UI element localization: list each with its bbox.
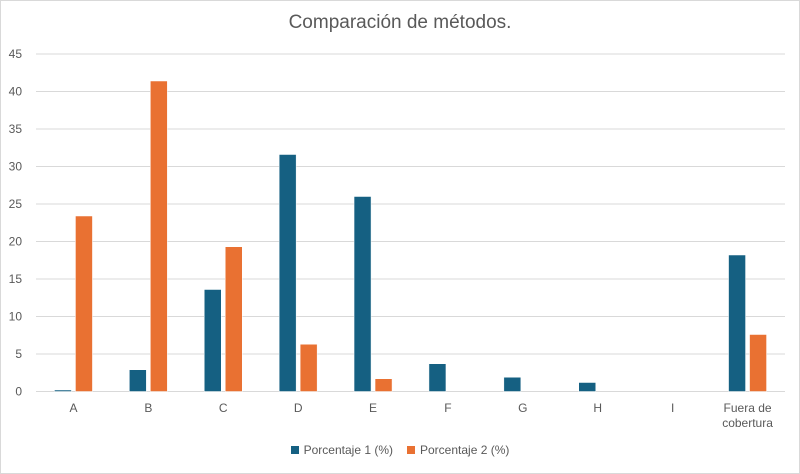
- chart-title: Comparación de métodos.: [288, 12, 512, 33]
- x-tick-label: C: [219, 401, 228, 415]
- x-tick-label: D: [294, 401, 303, 415]
- bar-1-f: [428, 363, 447, 392]
- x-tick-label: I: [671, 401, 674, 415]
- y-tick-label: 45: [9, 47, 23, 61]
- y-tick-label: 5: [15, 347, 22, 361]
- x-tick-label: G: [518, 401, 527, 415]
- bar-2-fuera-de-cobertura: [749, 334, 767, 392]
- x-tick-label: E: [369, 401, 377, 415]
- x-tick-label: H: [593, 401, 602, 415]
- y-tick-label: 25: [9, 197, 23, 211]
- y-tick-label: 15: [9, 272, 23, 286]
- legend-label-series-1: Porcentaje 1 (%): [303, 443, 393, 457]
- x-tick-label: B: [144, 401, 152, 415]
- legend-swatch-series-1: [290, 446, 299, 454]
- y-tick-label: 20: [9, 235, 23, 249]
- bar-2-a: [75, 215, 93, 392]
- bar-1-d: [278, 154, 297, 392]
- y-tick-label: 0: [15, 385, 22, 399]
- bar-1-b: [129, 369, 147, 392]
- bar-2-d: [299, 344, 318, 392]
- legend: Porcentaje 1 (%) Porcentaje 2 (%): [0, 443, 800, 457]
- x-tick-label: A: [69, 401, 77, 415]
- bar-1-e: [353, 196, 372, 392]
- x-tick-label: F: [444, 401, 451, 415]
- bar-1-fuera-de-cobertura: [728, 254, 746, 392]
- bar-2-e: [374, 378, 393, 392]
- legend-swatch-series-2: [407, 446, 415, 454]
- bar-1-g: [503, 377, 522, 392]
- legend-item-series-2: Porcentaje 2 (%): [407, 443, 509, 457]
- y-tick-label: 10: [9, 310, 23, 324]
- bar-1-h: [578, 382, 596, 392]
- bar-2-c: [225, 246, 243, 392]
- x-tick-label: Fuera de cobertura: [722, 401, 773, 430]
- legend-label-series-2: Porcentaje 2 (%): [420, 443, 510, 457]
- y-tick-label: 30: [9, 160, 23, 174]
- bar-2-b: [150, 80, 168, 392]
- y-tick-label: 40: [9, 85, 23, 99]
- legend-item-series-1: Porcentaje 1 (%): [290, 443, 393, 457]
- bar-1-c: [204, 289, 222, 392]
- y-tick-label: 35: [9, 122, 23, 136]
- bar-1-a: [54, 389, 72, 392]
